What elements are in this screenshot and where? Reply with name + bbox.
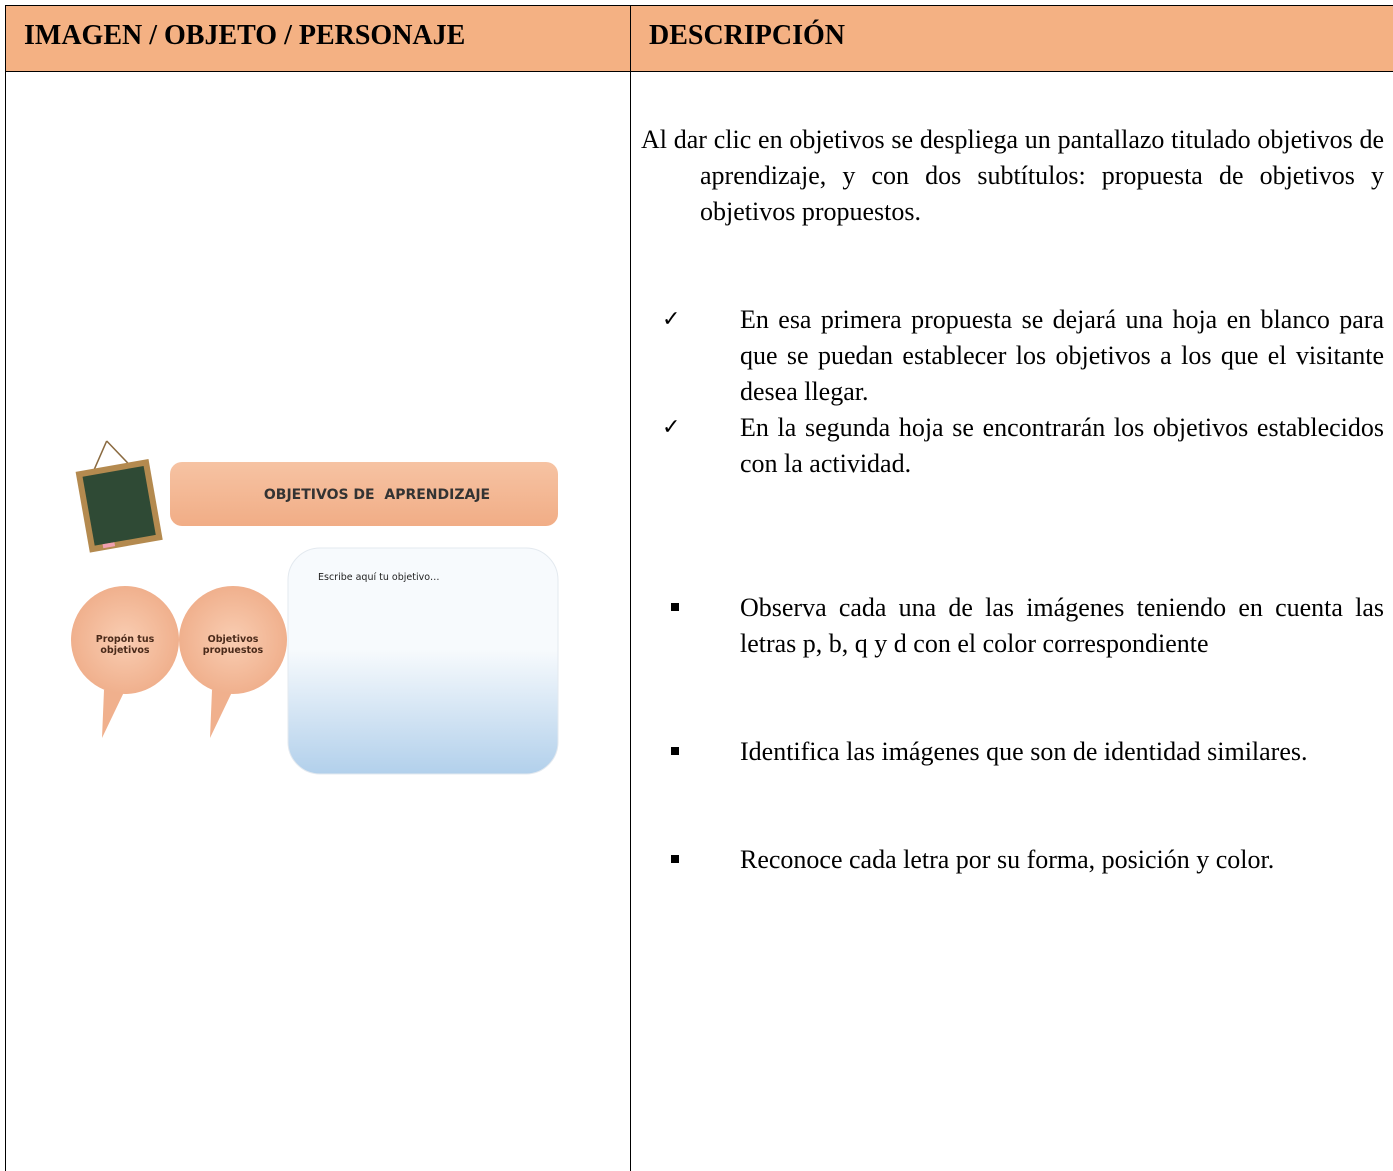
bullet-item: Observa cada una de las imágenes teniend… xyxy=(740,593,1384,658)
bullet-mark xyxy=(671,747,679,755)
bubble xyxy=(179,586,287,694)
title-banner xyxy=(170,462,558,526)
check-mark: ✓ xyxy=(662,307,681,332)
screenshot-image: OBJETIVOS DE APRENDIZAJE Escribe aquí tu… xyxy=(71,440,559,775)
text-box xyxy=(287,547,559,775)
check-item: En la segunda hoja se encontrarán los ob… xyxy=(740,413,1384,478)
header-cell: DESCRIPCIÓN xyxy=(630,5,1393,72)
check-item: En esa primera propuesta se dejará una h… xyxy=(740,305,1384,406)
bullet-mark xyxy=(671,855,679,863)
bubble xyxy=(71,586,179,694)
text-box-label: Escribe aquí tu objetivo… xyxy=(318,572,440,583)
border xyxy=(630,71,631,1171)
intro-paragraph: Al dar clic en objetivos se despliega un… xyxy=(641,125,1384,226)
bubble-label[interactable]: Objetivos propuestos xyxy=(202,634,264,656)
blackboard xyxy=(75,440,163,553)
bubble-label[interactable]: Propón tus objetivos xyxy=(95,634,155,656)
header-cell: IMAGEN / OBJETO / PERSONAJE xyxy=(5,5,631,72)
title-text: OBJETIVOS DE APRENDIZAJE xyxy=(264,487,490,503)
border xyxy=(5,71,6,1171)
bullet-item: Reconoce cada letra por su forma, posici… xyxy=(740,845,1275,874)
bullet-item: Identifica las imágenes que son de ident… xyxy=(740,737,1308,766)
bullet-mark xyxy=(671,603,679,611)
check-mark: ✓ xyxy=(662,415,681,440)
